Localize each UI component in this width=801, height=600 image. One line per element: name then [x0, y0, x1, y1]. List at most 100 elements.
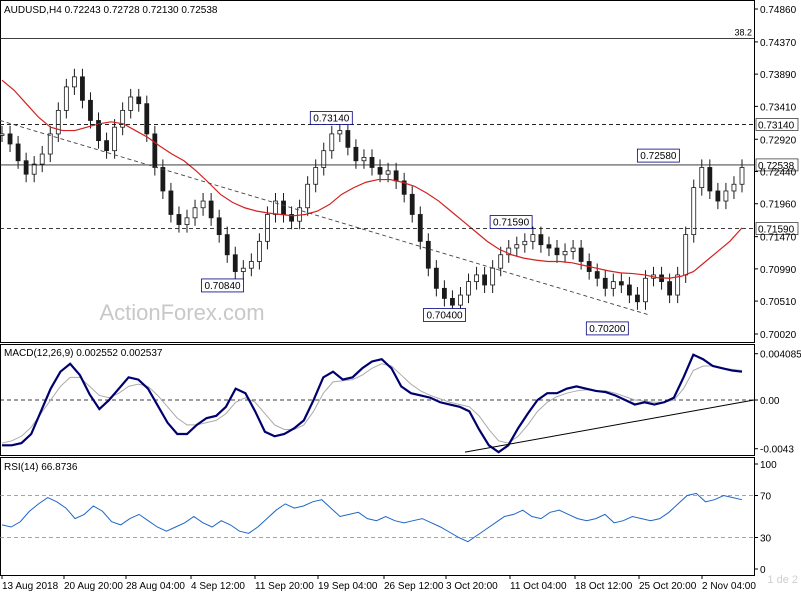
macd-axis-tick-label: 0.004085	[760, 350, 801, 361]
price-axis-tick-label: 0.72920	[760, 135, 797, 146]
candle-body	[377, 167, 383, 175]
candle-body	[313, 167, 319, 185]
candle-body	[321, 150, 327, 168]
price-annotation-box	[636, 148, 680, 163]
candle-body	[248, 261, 254, 269]
time-axis-tick-label: 19 Sep 04:00	[318, 581, 378, 592]
candle-body	[546, 244, 552, 249]
macd-pane-title: MACD(12,26,9) 0.002552 0.002537	[4, 348, 163, 359]
candle-body	[15, 143, 21, 162]
candle-body	[538, 234, 544, 246]
candle-body	[466, 281, 471, 296]
candle-body	[369, 156, 375, 168]
price-annotation-box	[201, 278, 244, 293]
candle-body	[128, 96, 134, 111]
price-axis-tick-label: 0.70510	[760, 297, 797, 308]
candle-body	[256, 240, 262, 262]
price-layer: 38.2 0.73140 0.72580 0.71590 0.70840 0.70400 0…	[0, 28, 754, 336]
macd-trendline	[464, 399, 755, 453]
time-axis-tick-label: 25 Oct 20:00	[639, 581, 697, 592]
candle-body	[699, 167, 705, 189]
candle-body	[441, 287, 447, 299]
rsi-line	[1, 492, 743, 543]
candle-body	[635, 294, 640, 303]
candle-body	[184, 217, 190, 225]
candle-body	[570, 247, 576, 252]
candle-body	[739, 167, 745, 185]
macd-line	[2, 353, 743, 454]
candle-body	[47, 133, 53, 155]
candle-body	[602, 277, 608, 289]
price-annotation-box	[309, 111, 353, 125]
candle-body	[88, 99, 93, 121]
candle-body	[731, 183, 737, 192]
rsi-axis-tick-label: 100	[760, 460, 777, 471]
candle-body	[450, 298, 455, 306]
candle-body	[474, 274, 479, 283]
candle-body	[39, 153, 45, 165]
price-annotation-label: 0.70200	[589, 324, 626, 335]
price-axis-tick-label: 0.73890	[760, 70, 797, 81]
fib-level-label: 38.2	[734, 28, 752, 38]
candle-body	[458, 294, 463, 306]
price-annotation-box	[489, 215, 533, 229]
time-axis-tick-label: 13 Aug 2018	[2, 581, 59, 592]
time-axis-tick-label: 11 Sep 20:00	[255, 581, 314, 592]
rsi-axis-tick-label: 30	[760, 534, 772, 545]
candle-body	[610, 281, 616, 289]
candle-body	[345, 130, 351, 148]
candle-body	[482, 274, 488, 286]
price-axis-tick-label: 0.73410	[760, 102, 797, 113]
price-annotation-label: 0.72580	[640, 151, 677, 162]
candle-body	[707, 167, 713, 192]
price-annotation-label: 0.70400	[426, 310, 463, 321]
candle-body	[530, 234, 536, 242]
candle-body	[401, 180, 407, 195]
candle-body	[723, 190, 729, 202]
candle-body	[643, 277, 648, 303]
time-axis-tick-label: 28 Aug 04:00	[126, 581, 185, 592]
candle-body	[385, 170, 391, 175]
candle-body	[618, 281, 624, 286]
rsi-axis-tick-label: 70	[760, 492, 772, 503]
axis-price-marker	[755, 222, 799, 235]
candle-body	[393, 170, 399, 182]
candle-body	[514, 244, 520, 249]
candle-body	[176, 214, 182, 225]
candle-body	[409, 193, 415, 215]
candle-body	[7, 133, 13, 145]
candle-body	[23, 160, 29, 175]
price-annotation-label: 0.70840	[204, 281, 241, 292]
candle-body	[273, 200, 278, 215]
candle-body	[554, 247, 560, 256]
axis-price-marker	[755, 158, 799, 172]
axis-price-marker-label: 0.71590	[758, 225, 795, 236]
watermark: ActionForex.com	[99, 300, 264, 325]
price-axis-tick-label: 0.74370	[760, 38, 797, 49]
time-axis-tick-label: 26 Sep 12:00	[384, 581, 444, 592]
page-indicator: 1 de 2	[767, 574, 798, 586]
time-axis-tick-label: 18 Oct 12:00	[575, 581, 633, 592]
candle-body	[80, 76, 85, 101]
candle-body	[120, 109, 126, 128]
candle-body	[289, 214, 294, 222]
price-annotation-box	[423, 308, 466, 322]
descending-trendline	[0, 120, 651, 316]
axis-price-marker	[755, 118, 799, 131]
time-axis-tick-label: 4 Sep 12:00	[191, 581, 245, 592]
candle-body	[562, 251, 568, 256]
rsi-pane-title: RSI(14) 66.8736	[4, 462, 78, 473]
macd-axis-tick-label: 0.00	[760, 396, 780, 407]
candle-body	[715, 190, 721, 202]
candle-body	[224, 234, 230, 256]
axis-price-marker-label: 0.72538	[758, 161, 795, 172]
moving-average-line	[1, 79, 743, 279]
price-axis-tick-label: 0.70990	[760, 265, 797, 276]
time-axis-tick-label: 11 Oct 04:00	[510, 581, 567, 592]
candle-body	[144, 103, 150, 135]
candle-body	[361, 156, 367, 162]
price-annotation-box	[585, 321, 629, 336]
candle-body	[281, 200, 286, 215]
candle-body	[691, 187, 697, 236]
